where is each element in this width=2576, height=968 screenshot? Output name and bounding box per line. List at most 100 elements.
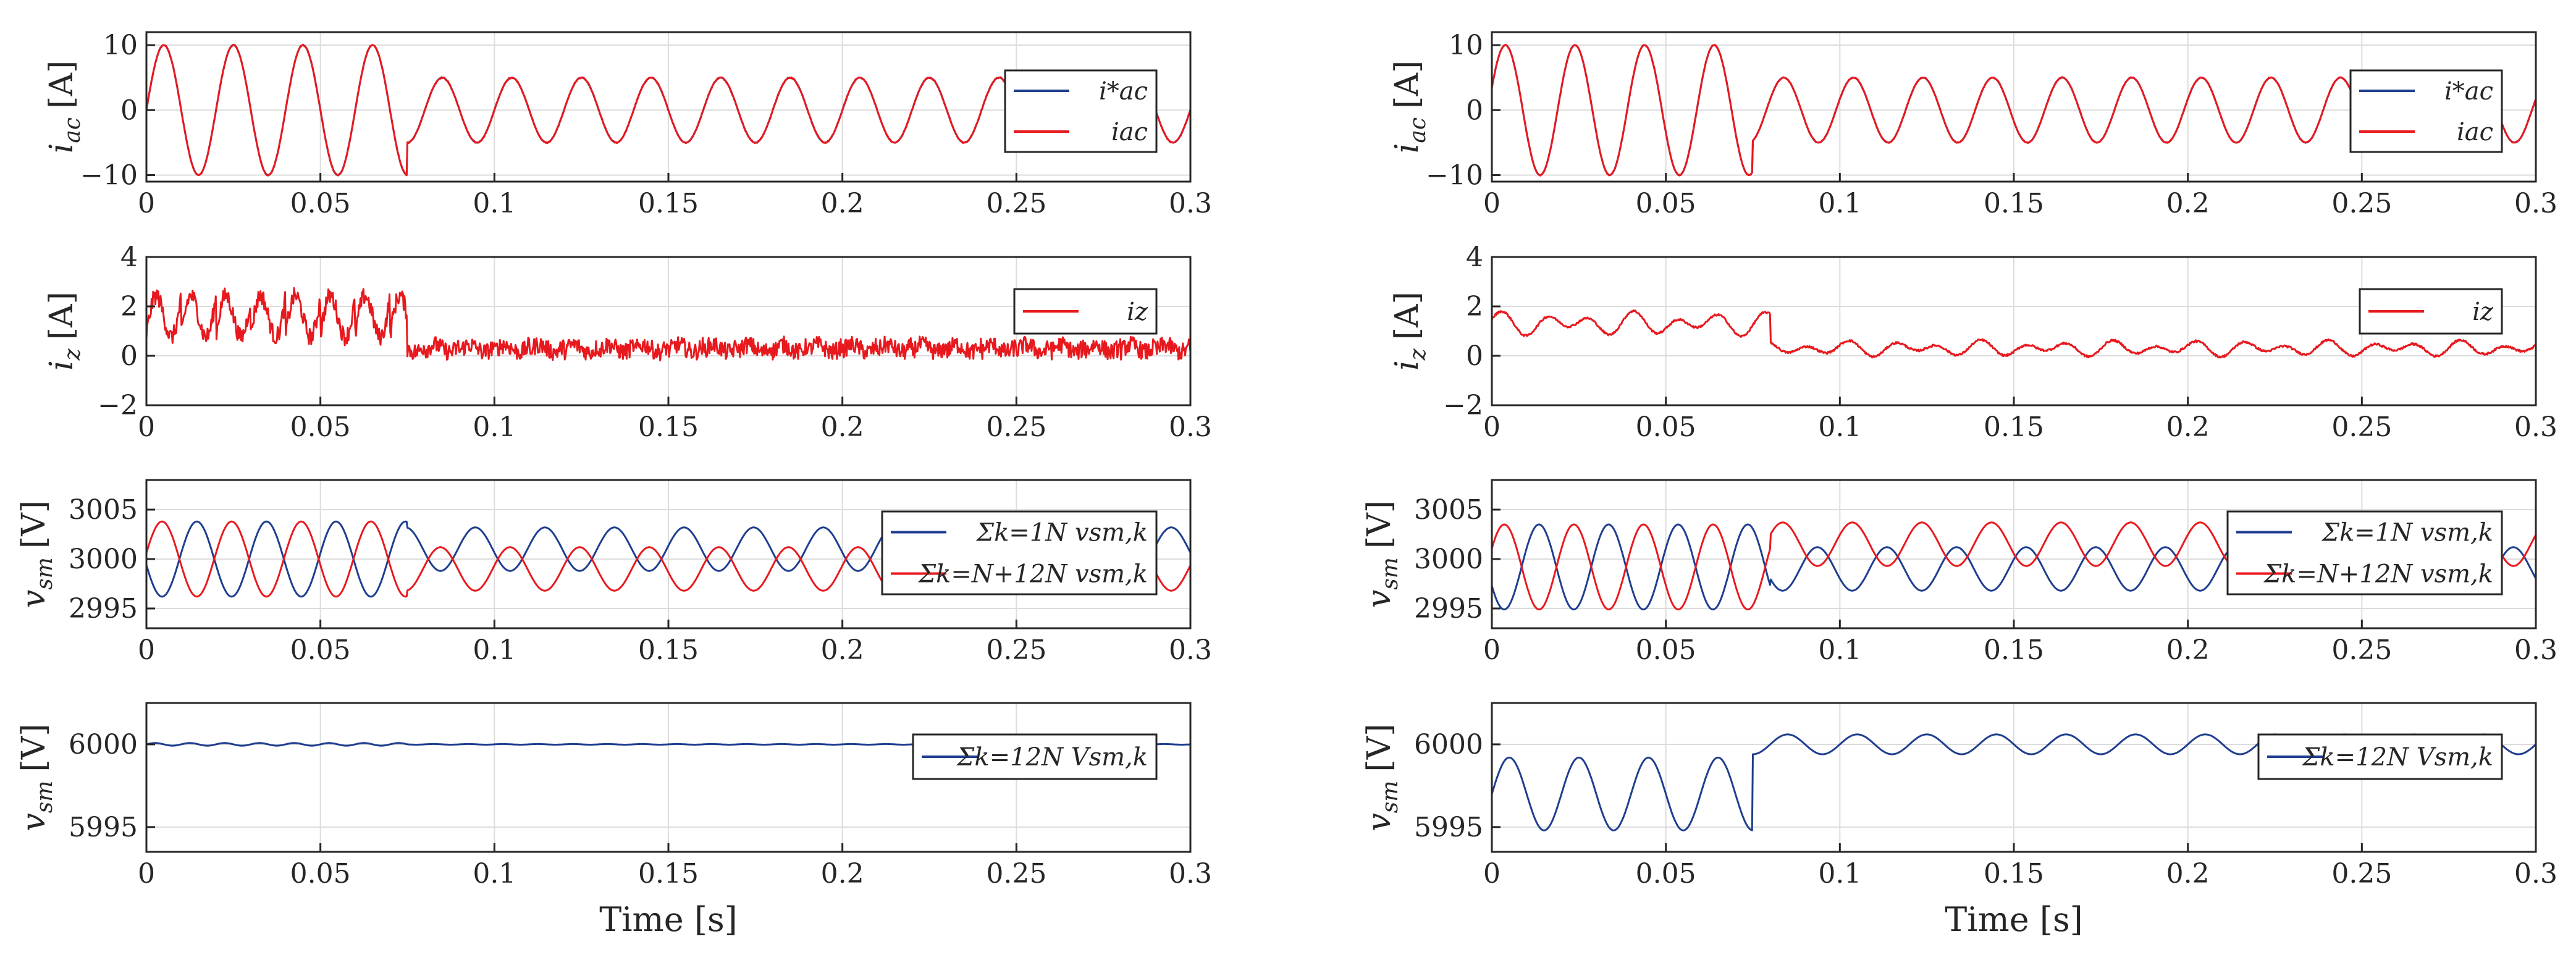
- x-tick-label: 0.05: [290, 634, 351, 666]
- y-axis-sub: sm: [32, 557, 57, 590]
- legend-label: Σk=N+12N vsm,k: [2263, 560, 2493, 589]
- x-tick-label: 0.25: [986, 858, 1046, 890]
- y-axis-sub: sm: [1378, 557, 1403, 590]
- x-tick-label: 0.3: [2514, 411, 2557, 443]
- x-axis-label: Time [s]: [599, 900, 737, 939]
- y-tick-label: 10: [103, 30, 138, 61]
- y-axis-label: vsm [V]: [15, 723, 57, 831]
- y-axis-var: v: [1361, 590, 1398, 608]
- x-tick-label: 0.3: [2514, 858, 2557, 890]
- x-tick-label: 0.15: [638, 634, 699, 666]
- y-axis-unit: [V]: [15, 500, 53, 549]
- y-axis-unit: [A]: [43, 61, 80, 109]
- legend: i*ac iac: [1004, 69, 1158, 153]
- legend: iz: [2359, 288, 2503, 335]
- legend-box: [2226, 510, 2503, 596]
- legend: Σk=12N Vsm,k: [912, 733, 1158, 780]
- y-tick-label: 6000: [1414, 729, 1483, 760]
- y-tick-label: 0: [120, 340, 138, 372]
- x-tick-label: 0.2: [2166, 858, 2210, 890]
- y-axis-label: vsm [V]: [1361, 500, 1403, 608]
- y-axis-var: v: [15, 813, 53, 831]
- x-tick-label: 0.3: [1169, 411, 1212, 443]
- x-tick-label: 0.1: [473, 188, 516, 219]
- x-tick-label: 0.3: [1169, 858, 1212, 890]
- x-tick-label: 0.3: [2514, 634, 2557, 666]
- x-tick-label: 0.15: [638, 411, 699, 443]
- y-tick-label: 2: [120, 291, 138, 322]
- y-axis-var: v: [15, 590, 53, 608]
- y-tick-label: −2: [1443, 390, 1483, 421]
- y-axis-label: iac [A]: [1389, 61, 1431, 153]
- x-tick-label: 0.25: [2331, 188, 2392, 219]
- y-axis-unit: [A]: [1389, 61, 1426, 109]
- y-tick-label: 2: [1466, 291, 1483, 322]
- y-axis-var: i: [43, 143, 80, 154]
- x-tick-label: 0: [1483, 411, 1501, 443]
- y-axis-var: v: [1361, 813, 1398, 831]
- y-tick-label: 4: [120, 242, 138, 273]
- y-axis-var: i: [1389, 143, 1426, 154]
- legend-box: [881, 510, 1158, 596]
- x-tick-label: 0.1: [473, 858, 516, 890]
- x-tick-label: 0.05: [1636, 858, 1696, 890]
- x-tick-label: 0.05: [1636, 411, 1696, 443]
- legend-label: Σk=1N vsm,k: [975, 519, 1148, 547]
- y-tick-label: 3005: [69, 494, 138, 526]
- legend-label: Σk=12N Vsm,k: [956, 743, 1148, 772]
- legend-label: iz: [2472, 298, 2494, 326]
- y-tick-label: 4: [1466, 242, 1483, 273]
- x-tick-label: 0.15: [1984, 188, 2044, 219]
- chart-L-vtot: 0 0.05 0.1 0.15 0.2 0.25 0.3 6000 5995 vsm [V] Time…: [15, 702, 1212, 939]
- x-tick-label: 0: [138, 188, 155, 219]
- legend-label: i*ac: [2444, 77, 2493, 106]
- legend: iz: [1013, 288, 1158, 335]
- legend-box: [2349, 69, 2503, 153]
- chart-R-vsm: 0 0.05 0.1 0.15 0.2 0.25 0.3 3005 3000 2995 vsm [V]…: [1361, 479, 2557, 666]
- x-tick-label: 0: [138, 858, 155, 890]
- y-tick-label: −10: [1426, 159, 1483, 191]
- y-axis-unit: [V]: [1361, 500, 1398, 549]
- y-tick-label: 0: [120, 95, 138, 126]
- x-tick-label: 0.15: [1984, 634, 2044, 666]
- legend-label: Σk=N+12N vsm,k: [917, 560, 1148, 589]
- y-tick-label: 6000: [69, 729, 138, 760]
- legend: i*ac iac: [2349, 69, 2503, 153]
- legend: Σk=1N vsm,k Σk=N+12N vsm,k: [881, 510, 1158, 596]
- y-tick-label: 0: [1466, 95, 1483, 126]
- x-tick-label: 0.1: [473, 634, 516, 666]
- chart-L-vsm: 0 0.05 0.1 0.15 0.2 0.25 0.3 3005 3000 2995 vsm [V]…: [15, 479, 1212, 666]
- y-axis-var: i: [43, 360, 80, 371]
- x-tick-label: 0.1: [1818, 858, 1861, 890]
- y-axis-sub: z: [1405, 348, 1431, 361]
- x-tick-label: 0.1: [1818, 411, 1861, 443]
- x-tick-label: 0.1: [1818, 634, 1861, 666]
- y-axis-var: i: [1389, 360, 1426, 371]
- y-axis-unit: [A]: [1389, 292, 1426, 340]
- x-tick-label: 0.25: [2331, 634, 2392, 666]
- x-tick-label: 0.2: [2166, 411, 2210, 443]
- y-tick-label: 5995: [69, 812, 138, 843]
- x-tick-label: 0.15: [1984, 411, 2044, 443]
- y-tick-label: 2995: [69, 593, 138, 625]
- y-axis-unit: [V]: [1361, 723, 1398, 772]
- legend-label: Σk=12N Vsm,k: [2301, 743, 2493, 772]
- y-axis-label: iz [A]: [1389, 292, 1431, 371]
- x-tick-label: 0: [138, 411, 155, 443]
- x-tick-label: 0.3: [1169, 188, 1212, 219]
- x-tick-label: 0.2: [821, 858, 864, 890]
- x-tick-label: 0.2: [821, 634, 864, 666]
- x-tick-label: 0.1: [473, 411, 516, 443]
- x-tick-label: 0.1: [1818, 188, 1861, 219]
- x-tick-label: 0.25: [2331, 411, 2392, 443]
- x-tick-label: 0.15: [638, 858, 699, 890]
- x-tick-label: 0.05: [1636, 634, 1696, 666]
- legend-label: i*ac: [1099, 77, 1148, 106]
- legend-label: iac: [1111, 118, 1148, 146]
- y-axis-label: iz [A]: [43, 292, 85, 371]
- x-tick-label: 0.2: [2166, 634, 2210, 666]
